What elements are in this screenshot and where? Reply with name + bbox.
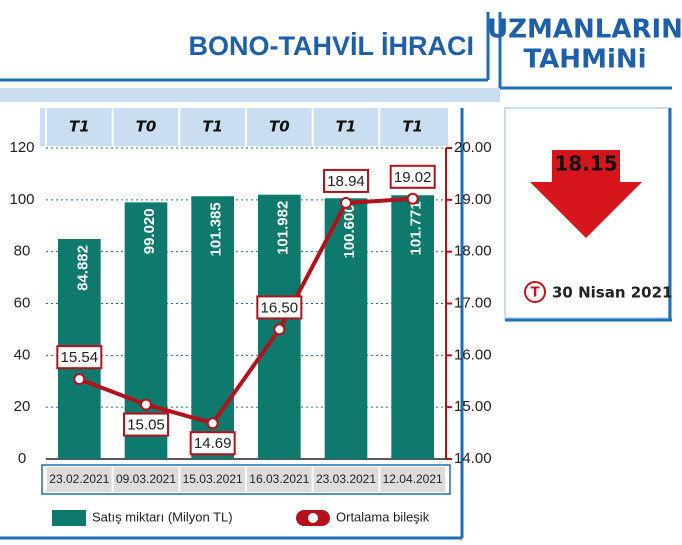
line-value-label: 18.94 — [327, 173, 365, 190]
x-tick-label: 23.03.2021 — [316, 472, 376, 486]
line-value-label: 19.02 — [394, 169, 432, 186]
column-tag: T0 — [269, 118, 290, 136]
y-tick-label: 120 — [9, 139, 34, 156]
value-box — [256, 295, 303, 320]
y2-tick-label: 18.00 — [454, 243, 492, 260]
logo — [524, 281, 546, 303]
x-tick-label: 16.03.2021 — [249, 472, 309, 486]
down-arrow — [530, 150, 642, 238]
line-point — [206, 417, 219, 430]
y2-tick-label: 14.00 — [454, 450, 492, 467]
forecast-date: 30 Nisan 2021 — [552, 284, 673, 302]
bar — [191, 196, 234, 459]
value-box — [389, 164, 436, 189]
line-point — [340, 196, 352, 209]
line-point — [273, 323, 286, 336]
y2-tick-label: 16.00 — [454, 346, 492, 363]
line-point — [140, 398, 152, 411]
bar — [324, 198, 368, 460]
line-value-label: 15.54 — [61, 349, 99, 366]
y2-tick-label: 17.00 — [454, 294, 492, 311]
bar-value-label: 101.385 — [208, 202, 225, 256]
line-value-label: 16.50 — [261, 299, 299, 316]
chart-title: BONO-TAHVİL İHRACI — [189, 31, 475, 61]
column-tag: T1 — [336, 118, 357, 136]
line — [78, 196, 413, 426]
bar-value-label: 101.982 — [274, 201, 291, 255]
panel-title: UZMANLARIN — [487, 15, 682, 45]
y-tick-label: 80 — [14, 243, 31, 260]
panel-title: TAHMiNi — [523, 45, 646, 75]
line-point — [406, 192, 419, 205]
bar — [391, 195, 434, 460]
y-tick-label: 100 — [9, 191, 34, 208]
date-row — [41, 464, 451, 495]
column-tag: T1 — [202, 118, 223, 136]
line-point — [73, 373, 86, 386]
date-cell — [113, 467, 179, 492]
tag-row — [40, 108, 448, 146]
y2-tick-label: 15.00 — [454, 398, 492, 415]
value-box — [323, 168, 369, 193]
bar-value-label: 101.771 — [408, 201, 425, 255]
date-cell — [313, 467, 379, 492]
y2-tick-label: 20.00 — [454, 139, 492, 156]
line-value-label: 14.69 — [194, 435, 232, 452]
value-box — [123, 412, 169, 437]
logo-text: T — [531, 286, 540, 301]
y-tick-label: 60 — [14, 294, 31, 311]
x-tick-label: 15.03.2021 — [183, 472, 243, 486]
x-tick-label: 23.02.2021 — [49, 472, 109, 486]
y2-tick-label: 19.00 — [454, 191, 492, 208]
y-tick-label: 40 — [14, 346, 31, 363]
x-tick-label: 12.04.2021 — [383, 472, 443, 486]
value-box — [189, 431, 236, 456]
column-tag: T1 — [69, 118, 90, 136]
legend-label: Ortalama bileşik — [336, 509, 430, 524]
y-tick-label: 0 — [18, 450, 26, 467]
bar-value-label: 84.882 — [74, 245, 91, 291]
column-tag: T1 — [402, 118, 423, 136]
value-box — [56, 345, 103, 370]
date-cell — [180, 467, 245, 492]
date-cell — [247, 467, 312, 492]
bar-value-label: 100.600 — [341, 204, 358, 258]
date-cell — [380, 467, 445, 492]
line-value-label: 15.05 — [127, 417, 165, 434]
date-cell — [47, 467, 112, 492]
y-tick-label: 20 — [14, 398, 31, 415]
legend-swatch — [52, 510, 86, 526]
header-band — [0, 88, 500, 102]
x-tick-label: 09.03.2021 — [116, 472, 176, 486]
legend-label: Satış miktarı (Milyon TL) — [92, 509, 233, 524]
column-tag: T0 — [136, 118, 157, 136]
bar-value-label: 99.020 — [141, 208, 158, 254]
legend-swatch-dot — [308, 513, 318, 523]
forecast-value: 18.15 — [554, 152, 617, 176]
